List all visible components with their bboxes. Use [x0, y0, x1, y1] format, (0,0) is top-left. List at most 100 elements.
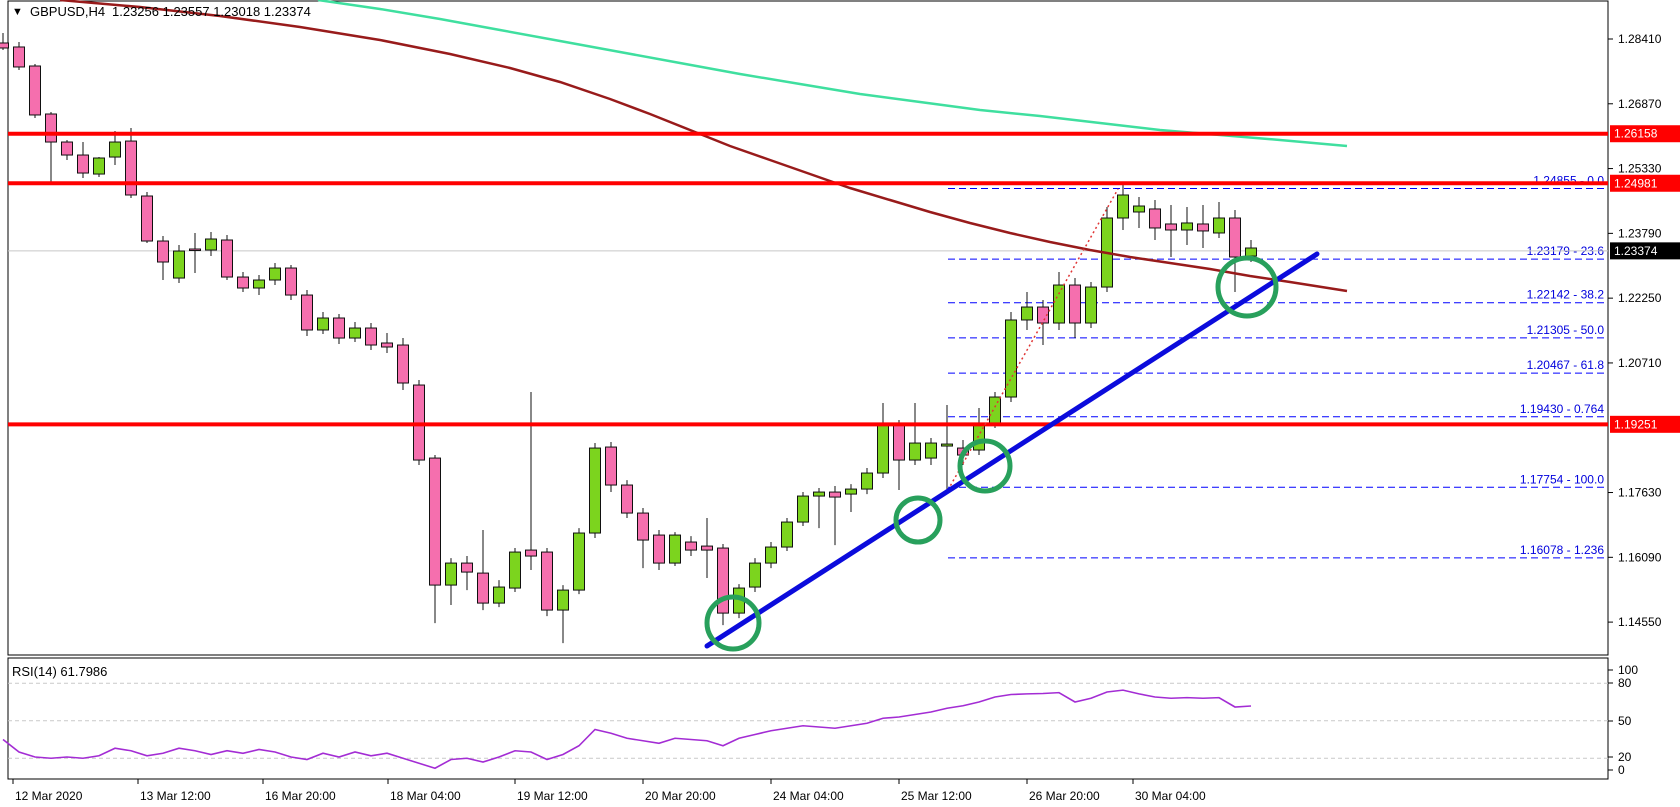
fib-level-label: 1.24855 - 0.0: [1533, 174, 1604, 188]
candle-body: [877, 424, 889, 474]
price-tag-current-text: 1.23374: [1614, 244, 1658, 258]
candle-body: [61, 141, 73, 156]
candle-body: [1229, 217, 1241, 258]
candle-body: [157, 240, 169, 263]
candle-body: [13, 46, 25, 68]
candle-body: [1069, 284, 1081, 324]
price-axis-label: 1.26870: [1618, 97, 1662, 111]
candle-body: [1133, 205, 1145, 213]
price-tag-resistance-text: 1.19251: [1614, 417, 1658, 431]
candle-body: [765, 546, 777, 564]
trendline-touch-circle[interactable]: [957, 438, 1013, 494]
candle-body: [493, 586, 505, 604]
time-axis-label: 12 Mar 2020: [15, 789, 83, 803]
candle-body: [445, 562, 457, 586]
fib-level-label: 1.16078 - 1.236: [1520, 543, 1604, 557]
candle-body: [669, 534, 681, 564]
price-tag-resistance-text: 1.24981: [1614, 176, 1658, 190]
candle-body: [1037, 306, 1049, 324]
candle-body: [237, 276, 249, 289]
price-axis-label: 1.23790: [1618, 226, 1662, 240]
rsi-plot-frame: [7, 657, 1609, 780]
candle-body: [1165, 223, 1177, 231]
trendline-touch-circle[interactable]: [893, 495, 943, 545]
candle-body: [1149, 208, 1161, 229]
candle-body: [0, 42, 9, 49]
rsi-axis-label: 50: [1618, 714, 1632, 728]
candle-body: [269, 267, 281, 281]
candle-body: [845, 488, 857, 495]
candle-body: [221, 239, 233, 278]
candle-body: [909, 442, 921, 461]
candle-body: [45, 113, 57, 143]
candle-body: [701, 545, 713, 551]
rsi-axis-label: 80: [1618, 676, 1632, 690]
main-plot-frame: [7, 0, 1609, 656]
rsi-indicator-label: RSI(14) 61.7986: [12, 664, 107, 679]
candle-body: [349, 327, 361, 339]
candle-body: [333, 317, 345, 339]
time-axis-label: 16 Mar 20:00: [265, 789, 336, 803]
candle-body: [109, 141, 121, 158]
candle-body: [717, 547, 729, 614]
candle-body: [1197, 223, 1209, 232]
time-axis-label: 30 Mar 04:00: [1135, 789, 1206, 803]
candle-body: [685, 541, 697, 551]
candle-body: [925, 442, 937, 459]
fib-level-label: 1.17754 - 100.0: [1520, 472, 1604, 486]
candle-body: [1213, 217, 1225, 234]
candle-body: [637, 512, 649, 541]
ohlc-readout: 1.23256 1.23557 1.23018 1.23374: [112, 4, 311, 19]
candle-body: [173, 250, 185, 279]
price-tag-resistance: [1610, 415, 1680, 433]
price-axis-label: 1.20710: [1618, 356, 1662, 370]
candle-body: [125, 140, 137, 196]
candle-body: [141, 195, 153, 242]
price-axis-label: 1.22250: [1618, 291, 1662, 305]
candle-body: [397, 344, 409, 384]
candle-body: [461, 562, 473, 573]
candle-body: [205, 238, 217, 251]
price-axis-label: 1.16090: [1618, 550, 1662, 564]
candle-body: [989, 396, 1001, 424]
rsi-line: [2, 689, 1252, 770]
ma-fast-teal[interactable]: [317, 0, 1348, 148]
candle-body: [893, 423, 905, 461]
candle-body: [861, 472, 873, 490]
candle-body: [1245, 247, 1257, 257]
trendline-touch-circle[interactable]: [1215, 255, 1279, 319]
candle-body: [365, 327, 377, 346]
candle-body: [509, 551, 521, 589]
candle-body: [477, 572, 489, 604]
candle-body: [29, 65, 41, 116]
candle-body: [749, 562, 761, 588]
price-axis-label: 1.17630: [1618, 486, 1662, 500]
ma-slow-dark-red[interactable]: [59, 0, 1348, 293]
candle-body: [1181, 222, 1193, 231]
symbol-dropdown-icon[interactable]: ▼: [12, 6, 23, 18]
trendline-touch-circle[interactable]: [704, 594, 762, 652]
fib-level-label: 1.19430 - 0.764: [1520, 402, 1604, 416]
candle-body: [77, 154, 89, 174]
candle-body: [189, 248, 201, 252]
trendline[interactable]: [704, 251, 1320, 649]
time-axis-label: 26 Mar 20:00: [1029, 789, 1100, 803]
rsi-axis-label: 20: [1618, 750, 1632, 764]
time-axis-label: 25 Mar 12:00: [901, 789, 972, 803]
candle-body: [829, 491, 841, 498]
time-axis-label: 19 Mar 12:00: [517, 789, 588, 803]
fib-level-label: 1.20467 - 61.8: [1527, 358, 1605, 372]
candle-body: [429, 457, 441, 586]
candle-body: [941, 443, 953, 447]
price-axis-label: 1.28410: [1618, 32, 1662, 46]
candle-body: [781, 521, 793, 548]
candle-body: [301, 294, 313, 331]
rsi-axis-label: 0: [1618, 763, 1625, 777]
candle-body: [589, 447, 601, 534]
candle-body: [557, 589, 569, 611]
price-tag-resistance: [1610, 125, 1680, 143]
time-axis-label: 18 Mar 04:00: [390, 789, 461, 803]
